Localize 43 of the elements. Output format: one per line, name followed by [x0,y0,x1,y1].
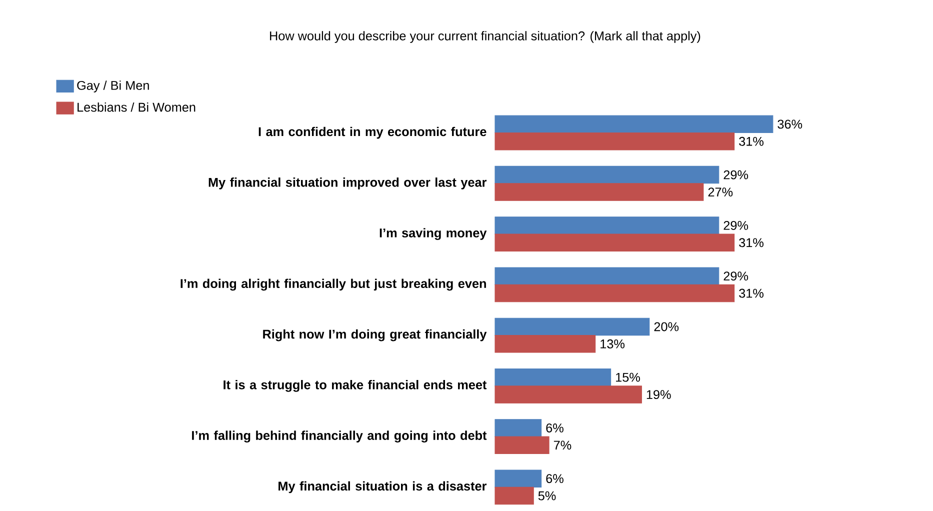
data-label: 31% [739,136,764,146]
bar [494,436,550,454]
y-tick-label: It is a struggle to make financial ends meet [224,380,487,392]
y-tick-label: My financial situation is a disaster [278,481,487,494]
bar [494,486,534,505]
bar [494,216,720,234]
data-label: 15% [616,372,640,382]
legend-label: Lesbians / Bi Women [78,102,196,112]
data-label: 31% [739,238,764,248]
data-label: 29% [724,220,748,230]
bar [494,234,735,252]
y-tick-label: My financial situation improved over last year [208,178,487,190]
legend-label: Gay / Bi Men [77,80,149,92]
data-label: 36% [778,120,802,129]
data-label: 31% [739,288,764,298]
bar [494,470,542,488]
bar [494,132,735,150]
data-label: 6% [546,423,564,432]
data-label: 6% [546,474,564,484]
bar [494,166,720,184]
y-tick-label: I am confident in my economic future [258,126,486,139]
bar [494,115,774,134]
bar [494,386,642,404]
data-label: 19% [646,390,671,400]
chart-title: How would you describe your current financial situation? (Mark all that apply) [270,31,700,43]
data-label: 20% [654,322,679,332]
data-label: 29% [724,170,748,180]
data-label: 13% [600,339,625,348]
data-label: 5% [538,491,556,500]
bar [494,335,596,353]
y-tick-label: I’m saving money [380,228,487,240]
data-label: 29% [724,272,748,281]
bar [494,183,704,201]
bar [494,284,735,302]
y-tick-label: I’m falling behind financially and going into debt [192,430,487,442]
data-label: 7% [554,440,572,450]
y-tick-label: Right now I’m doing great financially [263,329,487,342]
bar [494,419,542,437]
bar [494,318,650,336]
bar [494,267,720,285]
data-label: 27% [708,188,733,196]
bar [494,368,612,386]
y-tick-label: I’m doing alright financially but just breaking even [180,278,486,291]
